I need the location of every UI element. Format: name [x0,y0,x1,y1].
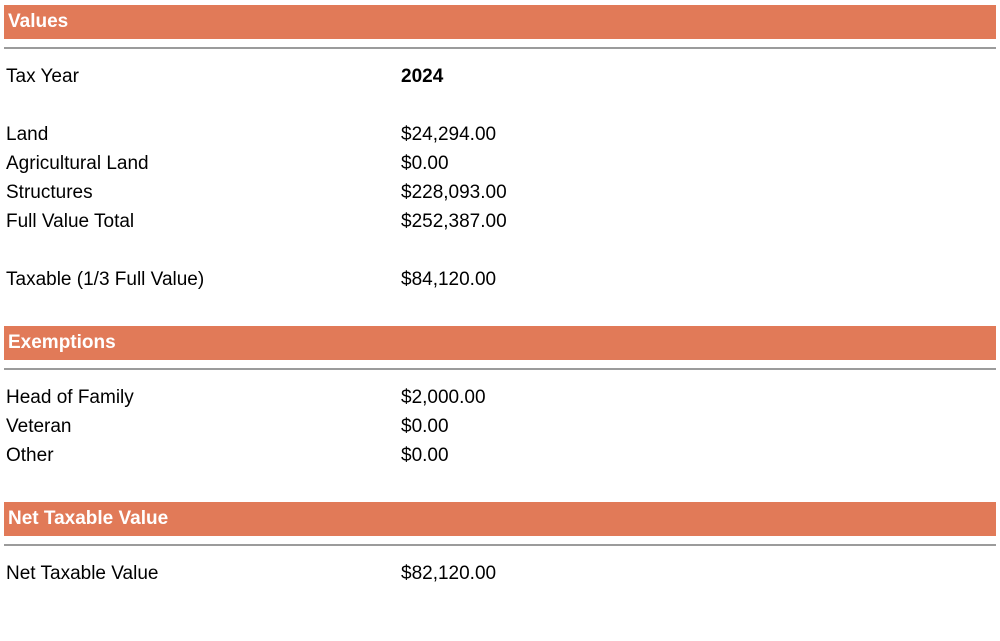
row-label: Head of Family [6,387,134,408]
section-rows: Head of Family $2,000.00 Veteran $0.00 O… [4,383,996,470]
row-label: Land [6,124,49,145]
section-title: Exemptions [8,332,116,353]
data-row: Veteran $0.00 [6,412,996,441]
data-row: Taxable (1/3 Full Value) $84,120.00 [6,265,996,294]
row-label: Veteran [6,416,72,437]
row-value: $228,093.00 [401,182,507,203]
row-value: 2024 [401,66,444,87]
row-label: Agricultural Land [6,153,149,174]
spacer-row [6,91,996,120]
data-row: Land $24,294.00 [6,120,996,149]
section-rows: Net Taxable Value $82,120.00 [4,559,996,588]
row-label: Net Taxable Value [6,563,159,584]
property-tax-values-panel: Values Tax Year 2024 Land $24,294.00 Agr… [4,5,996,588]
data-row: Net Taxable Value $82,120.00 [6,559,996,588]
row-value: $24,294.00 [401,124,497,145]
section-title: Values [8,11,69,32]
section-divider [4,47,996,49]
row-value: $0.00 [401,416,449,437]
data-row: Structures $228,093.00 [6,178,996,207]
section-net-taxable-value: Net Taxable Value Net Taxable Value $82,… [4,502,996,588]
data-row: Head of Family $2,000.00 [6,383,996,412]
data-row: Agricultural Land $0.00 [6,149,996,178]
data-row: Full Value Total $252,387.00 [6,207,996,236]
row-label: Structures [6,182,93,203]
section-exemptions: Exemptions Head of Family $2,000.00 Vete… [4,326,996,470]
section-header-bar: Values [4,5,996,39]
section-divider [4,368,996,370]
section-divider [4,544,996,546]
data-row: Tax Year 2024 [6,62,996,91]
section-values: Values Tax Year 2024 Land $24,294.00 Agr… [4,5,996,294]
row-label: Taxable (1/3 Full Value) [6,269,205,290]
section-header-bar: Exemptions [4,326,996,360]
row-label: Tax Year [6,66,79,87]
section-header-bar: Net Taxable Value [4,502,996,536]
section-title: Net Taxable Value [8,508,169,529]
row-label: Other [6,445,54,466]
row-value: $0.00 [401,153,449,174]
spacer-row [6,236,996,265]
data-row: Other $0.00 [6,441,996,470]
row-label: Full Value Total [6,211,135,232]
row-value: $82,120.00 [401,563,497,584]
section-rows: Tax Year 2024 Land $24,294.00 Agricultur… [4,62,996,294]
row-value: $2,000.00 [401,387,486,408]
row-value: $84,120.00 [401,269,497,290]
row-value: $252,387.00 [401,211,507,232]
row-value: $0.00 [401,445,449,466]
